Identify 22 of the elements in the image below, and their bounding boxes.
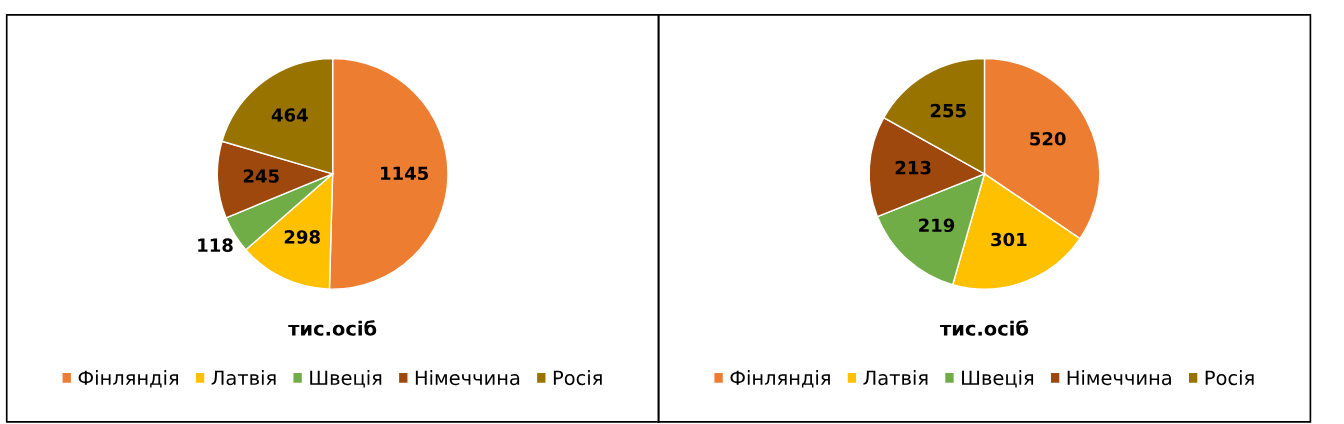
data-label: 255 [930,103,966,118]
data-label: 219 [919,218,955,233]
legend-label: Росія [553,370,602,386]
data-label: 1145 [381,166,428,181]
legend-label: Німеччина [415,370,520,386]
data-label: 118 [198,238,233,252]
text: тис.осіб [940,320,1029,336]
data-label: 213 [895,160,931,175]
legend-label: Латвія [863,370,928,386]
legend-label: Швеція [962,370,1034,388]
legend-label: Росія [1205,370,1254,386]
data-label: 520 [1030,131,1066,146]
data-label: 464 [271,108,308,122]
data-label: 301 [991,232,1027,247]
legend-label: Швеція [310,370,382,388]
data-label: 298 [284,230,320,244]
legend-label: Фінляндія [78,370,179,388]
data-label: 245 [243,169,279,183]
legend-label: Латвія [211,370,276,386]
legend-label: Фінляндія [730,370,830,388]
text: тис.осіб [288,320,377,336]
legend-label: Німеччина [1067,370,1171,386]
